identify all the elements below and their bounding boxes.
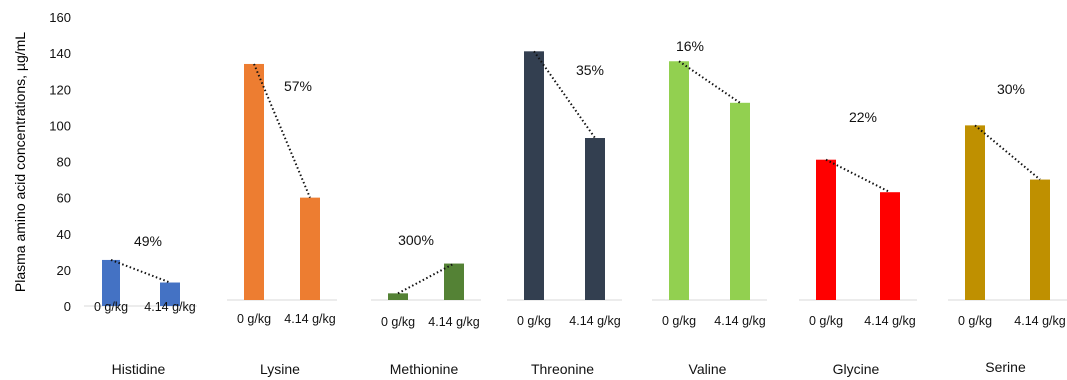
category-tick-label: 0 g/kg bbox=[662, 314, 696, 328]
category-tick-label: 0 g/kg bbox=[809, 314, 843, 328]
percent-change-label: 22% bbox=[849, 109, 877, 125]
bar bbox=[300, 197, 320, 300]
trend-connector bbox=[110, 259, 171, 284]
category-tick-label: 0 g/kg bbox=[237, 312, 271, 326]
group-name-label: Lysine bbox=[260, 361, 300, 377]
bar bbox=[160, 282, 180, 306]
bar bbox=[965, 125, 985, 300]
trend-connector bbox=[253, 63, 311, 199]
trend-connector bbox=[678, 60, 741, 104]
group-name-label: Threonine bbox=[531, 361, 594, 377]
bar bbox=[669, 61, 689, 300]
percent-change-label: 30% bbox=[997, 81, 1025, 97]
y-tick-label: 100 bbox=[49, 118, 71, 133]
bar bbox=[880, 192, 900, 300]
y-tick-label: 140 bbox=[49, 46, 71, 61]
percent-change-label: 300% bbox=[398, 232, 434, 248]
percent-change-label: 57% bbox=[284, 78, 312, 94]
bar-group-serine: 0 g/kg 4.14 g/kg 30% Serine bbox=[948, 81, 1067, 375]
bar-groups: 0 g/kg 4.14 g/kg 49% Histidine 0 g/kg 4.14 g/… bbox=[84, 38, 1067, 377]
category-tick-label: 0 g/kg bbox=[517, 314, 551, 328]
y-tick-label: 0 bbox=[64, 299, 71, 314]
y-tick-label: 160 bbox=[49, 10, 71, 25]
group-name-label: Glycine bbox=[833, 361, 880, 377]
group-name-label: Histidine bbox=[112, 361, 166, 377]
category-tick-label: 4.14 g/kg bbox=[864, 314, 915, 328]
category-tick-label: 0 g/kg bbox=[94, 300, 128, 314]
bar-group-histidine: 0 g/kg 4.14 g/kg 49% Histidine bbox=[84, 233, 197, 377]
group-name-label: Methionine bbox=[390, 361, 459, 377]
y-tick-label: 40 bbox=[57, 227, 71, 242]
category-tick-label: 0 g/kg bbox=[381, 315, 415, 329]
percent-change-label: 16% bbox=[676, 38, 704, 54]
group-name-label: Serine bbox=[985, 359, 1026, 375]
y-tick-label: 120 bbox=[49, 82, 71, 97]
bar bbox=[585, 138, 605, 300]
bar bbox=[730, 102, 750, 300]
y-axis-ticks: 0 20 40 60 80 100 120 140 160 bbox=[49, 10, 71, 314]
category-tick-label: 4.14 g/kg bbox=[1014, 314, 1065, 328]
y-tick-label: 80 bbox=[57, 155, 71, 170]
bar bbox=[524, 51, 544, 300]
category-tick-label: 4.14 g/kg bbox=[714, 314, 765, 328]
y-tick-label: 60 bbox=[57, 191, 71, 206]
percent-change-label: 35% bbox=[576, 62, 604, 78]
bar-group-lysine: 0 g/kg 4.14 g/kg 57% Lysine bbox=[227, 63, 337, 377]
trend-connector bbox=[397, 262, 455, 295]
category-tick-label: 4.14 g/kg bbox=[569, 314, 620, 328]
bar bbox=[102, 259, 120, 306]
bar-group-threonine: 0 g/kg 4.14 g/kg 35% Threonine bbox=[507, 50, 622, 377]
y-tick-label: 20 bbox=[57, 263, 71, 278]
category-tick-label: 0 g/kg bbox=[958, 314, 992, 328]
bar bbox=[444, 263, 464, 300]
trend-connector bbox=[533, 50, 596, 139]
bar-group-valine: 0 g/kg 4.14 g/kg 16% Valine bbox=[652, 38, 767, 377]
bar-group-methionine: 0 g/kg 4.14 g/kg 300% Methionine bbox=[371, 232, 481, 377]
bar bbox=[816, 159, 836, 300]
category-tick-label: 4.14 g/kg bbox=[144, 300, 195, 314]
bar bbox=[1030, 179, 1050, 300]
category-tick-label: 4.14 g/kg bbox=[428, 315, 479, 329]
bar bbox=[388, 293, 408, 300]
percent-change-label: 49% bbox=[134, 233, 162, 249]
group-name-label: Valine bbox=[689, 361, 727, 377]
y-axis-label: Plasma amino acid concentrations, µg/mL bbox=[12, 32, 28, 292]
category-tick-label: 4.14 g/kg bbox=[284, 312, 335, 326]
bar bbox=[244, 63, 264, 301]
bar-group-glycine: 0 g/kg 4.14 g/kg 22% Glycine bbox=[799, 109, 917, 377]
